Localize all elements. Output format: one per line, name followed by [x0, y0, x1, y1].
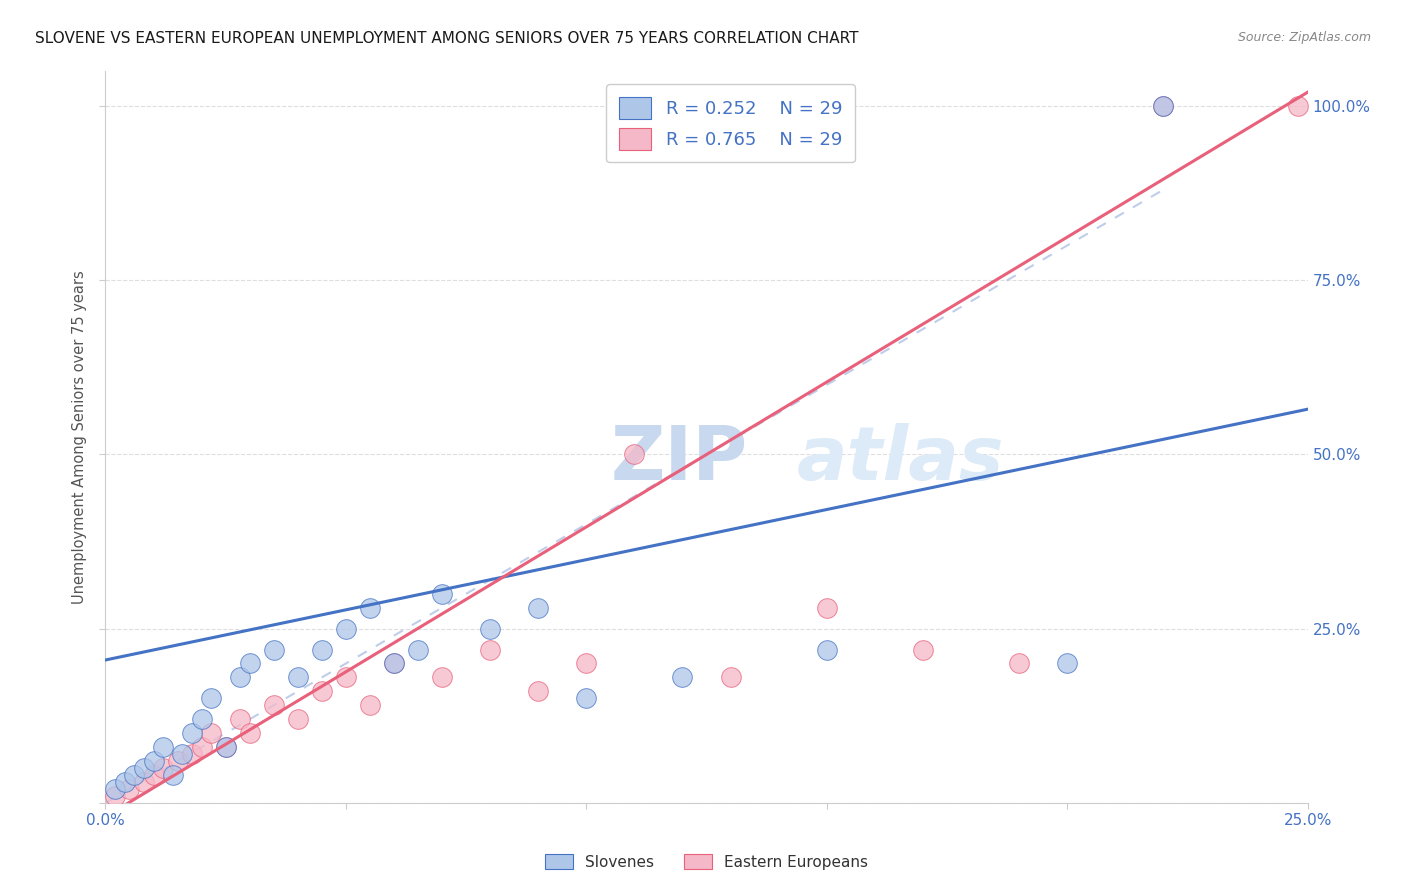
- Point: [1152, 99, 1174, 113]
- Point: [815, 642, 838, 657]
- Point: [335, 622, 357, 636]
- Point: [181, 747, 204, 761]
- Point: [166, 754, 188, 768]
- Point: [287, 670, 309, 684]
- Point: [200, 726, 222, 740]
- Point: [263, 642, 285, 657]
- Point: [1056, 657, 1078, 671]
- Point: [527, 600, 550, 615]
- Point: [229, 712, 252, 726]
- Point: [575, 657, 598, 671]
- Point: [104, 789, 127, 803]
- Point: [1008, 657, 1031, 671]
- Point: [152, 740, 174, 755]
- Point: [190, 712, 212, 726]
- Point: [190, 740, 212, 755]
- Point: [430, 587, 453, 601]
- Point: [152, 761, 174, 775]
- Point: [214, 740, 236, 755]
- Point: [575, 691, 598, 706]
- Point: [229, 670, 252, 684]
- Point: [311, 642, 333, 657]
- Text: ZIP: ZIP: [610, 423, 748, 496]
- Point: [114, 775, 136, 789]
- Point: [1286, 99, 1309, 113]
- Point: [382, 657, 405, 671]
- Point: [1152, 99, 1174, 113]
- Point: [214, 740, 236, 755]
- Point: [239, 726, 262, 740]
- Point: [671, 670, 693, 684]
- Point: [118, 781, 141, 796]
- Point: [479, 622, 502, 636]
- Point: [132, 761, 155, 775]
- Point: [359, 600, 381, 615]
- Point: [479, 642, 502, 657]
- Point: [382, 657, 405, 671]
- Point: [181, 726, 204, 740]
- Point: [172, 747, 194, 761]
- Point: [142, 768, 165, 782]
- Y-axis label: Unemployment Among Seniors over 75 years: Unemployment Among Seniors over 75 years: [72, 270, 87, 604]
- Point: [359, 698, 381, 713]
- Point: [124, 768, 146, 782]
- Point: [623, 448, 645, 462]
- Point: [200, 691, 222, 706]
- Point: [430, 670, 453, 684]
- Point: [162, 768, 184, 782]
- Point: [335, 670, 357, 684]
- Point: [311, 684, 333, 698]
- Legend: Slovenes, Eastern Europeans: Slovenes, Eastern Europeans: [538, 847, 875, 876]
- Point: [142, 754, 165, 768]
- Text: Source: ZipAtlas.com: Source: ZipAtlas.com: [1237, 31, 1371, 45]
- Point: [263, 698, 285, 713]
- Point: [287, 712, 309, 726]
- Point: [104, 781, 127, 796]
- Point: [406, 642, 429, 657]
- Point: [527, 684, 550, 698]
- Point: [815, 600, 838, 615]
- Point: [911, 642, 934, 657]
- Text: SLOVENE VS EASTERN EUROPEAN UNEMPLOYMENT AMONG SENIORS OVER 75 YEARS CORRELATION: SLOVENE VS EASTERN EUROPEAN UNEMPLOYMENT…: [35, 31, 859, 46]
- Point: [239, 657, 262, 671]
- Point: [720, 670, 742, 684]
- Text: atlas: atlas: [797, 423, 1004, 496]
- Point: [132, 775, 155, 789]
